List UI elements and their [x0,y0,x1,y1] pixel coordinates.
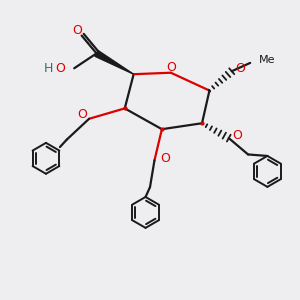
Text: H: H [44,62,53,75]
Text: O: O [160,152,170,164]
Text: O: O [55,62,65,75]
Text: Me: Me [259,55,275,65]
Text: O: O [235,62,245,75]
Text: O: O [167,61,176,74]
Polygon shape [95,51,134,74]
Text: O: O [232,129,242,142]
Text: O: O [77,108,87,121]
Text: O: O [72,24,82,37]
